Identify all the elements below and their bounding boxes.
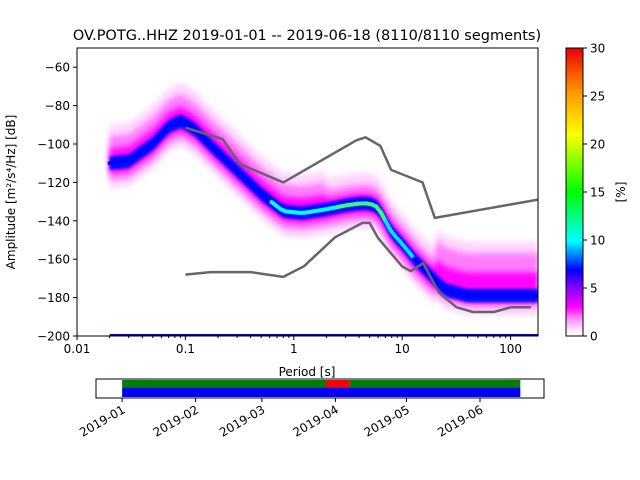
timeline-tick-label: 2019-06: [435, 402, 485, 439]
data-coverage-span: [122, 380, 326, 388]
timeline-tick-label: 2019-01: [77, 402, 127, 439]
nhnm-line: [185, 126, 538, 220]
timeline-tick-label: 2019-04: [290, 402, 340, 439]
timeline-tick-label: 2019-05: [362, 402, 412, 439]
psd-density-heatmap: [107, 82, 538, 336]
x-axis-label: Period [s]: [279, 365, 336, 379]
x-tick-label: 1: [290, 342, 298, 356]
x-axis-ticks: 0.01 0.1 1 10 100: [64, 336, 522, 356]
y-tick-label: −100: [37, 138, 70, 152]
y-tick-label: −140: [37, 214, 70, 228]
plot-area: [107, 82, 538, 336]
colorbar: 0 5 10 15 20 25 30 [%]: [565, 42, 628, 344]
gap-span: [325, 380, 350, 388]
timeline-frame: [95, 378, 545, 399]
colorbar-tick-label: 30: [590, 42, 605, 56]
x-tick-label: 0.1: [176, 342, 195, 356]
ppsd-plot: OV.POTG..HHZ 2019-01-01 -- 2019-06-18 (8…: [4, 28, 541, 379]
y-tick-label: −120: [37, 176, 70, 190]
plot-frame: [76, 47, 539, 337]
colorbar-ticks: 0 5 10 15 20 25 30: [583, 42, 605, 344]
x-tick-label: 10: [395, 342, 410, 356]
timeline-tick-label: 2019-03: [217, 402, 267, 439]
coverage-timeline: 2019-01 2019-02 2019-03 2019-04 2019-05 2019-…: [77, 378, 545, 440]
y-axis-label: Amplitude [m²/s⁴/Hz] [dB]: [4, 115, 18, 270]
colorbar-tick-label: 25: [590, 90, 605, 104]
coverage-spans: [122, 380, 521, 397]
y-tick-label: −160: [37, 253, 70, 267]
colorbar-tick-label: 10: [590, 234, 605, 248]
psd-segments-span: [122, 387, 521, 397]
data-coverage-span: [349, 380, 521, 388]
noise-models: [185, 126, 538, 314]
y-axis-ticks: −60 −80 −100 −120 −140 −160 −180 −200: [37, 61, 77, 344]
timeline-tick-label: 2019-02: [151, 402, 201, 439]
y-tick-label: −180: [37, 291, 70, 305]
colorbar-tick-label: 20: [590, 138, 605, 152]
y-tick-label: −60: [45, 61, 70, 75]
colorbar-tick-label: 5: [590, 282, 598, 296]
x-tick-label: 0.01: [64, 342, 91, 356]
timeline-ticks: 2019-01 2019-02 2019-03 2019-04 2019-05 2019-…: [77, 398, 486, 440]
colorbar-tick-label: 0: [590, 330, 598, 344]
colorbar-tick-label: 15: [590, 186, 605, 200]
chart-title: OV.POTG..HHZ 2019-01-01 -- 2019-06-18 (8…: [73, 28, 541, 44]
colorbar-label: [%]: [614, 182, 628, 203]
x-tick-label: 100: [499, 342, 522, 356]
y-tick-label: −80: [45, 99, 70, 113]
y-tick-label: −200: [37, 330, 70, 344]
nlnm-line: [185, 221, 531, 314]
colorbar-gradient: [565, 47, 584, 337]
